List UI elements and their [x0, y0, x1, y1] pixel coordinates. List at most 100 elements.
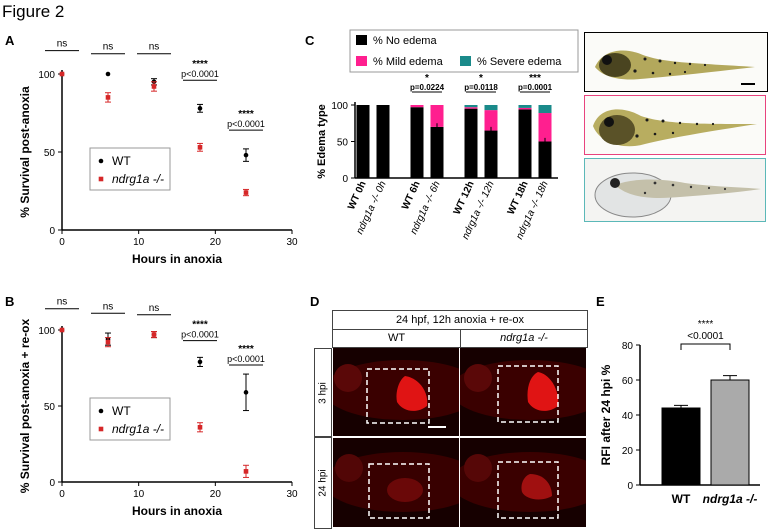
panel-d-row-3hpi-text: 3 hpi — [317, 381, 329, 404]
data-point-wt — [197, 106, 203, 111]
data-point-ndrg1a — [151, 332, 157, 337]
p-value-label: p=0.0224 — [410, 83, 445, 92]
y-tick-label: 60 — [622, 376, 634, 387]
significance-ns: ns — [57, 39, 68, 50]
legend-marker-wt — [98, 408, 104, 414]
data-point-wt — [243, 390, 249, 395]
legend-box — [89, 397, 171, 441]
x-tick-label: 0 — [59, 237, 65, 248]
y-tick-label: 100 — [38, 326, 55, 337]
panel-b-survival-reox-chart: 0 10 20 30 0 50 100 Hours in anoxia % Survival p… — [18, 297, 298, 518]
bar-segment — [410, 105, 424, 108]
legend-swatch — [460, 56, 471, 66]
significance-ns: ns — [149, 42, 160, 53]
p-value-label: p<0.0001 — [227, 354, 265, 364]
legend-swatch — [356, 35, 367, 45]
bar-segment — [464, 107, 478, 109]
significance-stars: **** — [238, 109, 254, 120]
bar-segment — [356, 105, 370, 178]
panel-d-column-wt: WT — [332, 329, 461, 348]
data-point-ndrg1a — [151, 84, 157, 89]
significance-stars: * — [479, 73, 483, 84]
panel-d-header: 24 hpf, 12h anoxia + re-ox — [332, 310, 588, 330]
bar-segment — [464, 105, 478, 108]
y-tick-label: 80 — [622, 341, 634, 352]
x-tick-label: 20 — [210, 489, 222, 500]
panel-label-b: B — [5, 294, 15, 309]
panel-label-d: D — [310, 294, 320, 309]
x-tick-label: 20 — [210, 237, 222, 248]
x-axis-title: Hours in anoxia — [132, 504, 222, 518]
legend-label-ndrg1a: ndrg1a -/- — [112, 422, 164, 436]
y-axis-title: RFI after 24 hpi % — [599, 364, 613, 465]
significance-stars: **** — [192, 59, 208, 70]
y-tick-label: 0 — [49, 478, 55, 489]
panel-d-column-ndrg1a: ndrg1a -/- — [460, 329, 588, 348]
significance-stars: * — [425, 73, 429, 84]
p-value-label: <0.0001 — [687, 331, 724, 342]
data-point-ndrg1a — [197, 145, 203, 150]
y-tick-label: 50 — [44, 402, 56, 413]
legend-label-ndrg1a: ndrg1a -/- — [112, 172, 164, 186]
x-tick-label: 10 — [133, 237, 145, 248]
significance-stars: **** — [192, 320, 208, 331]
zebrafish-no-edema-photo — [584, 32, 768, 92]
fluorescence-wt-24hpi — [333, 438, 459, 527]
category-label: WT — [672, 492, 691, 506]
data-point-wt — [105, 71, 111, 77]
p-value-label: p<0.0001 — [181, 69, 219, 79]
significance-stars: *** — [529, 73, 541, 84]
data-point-ndrg1a — [243, 469, 249, 474]
panel-d-row-label-3hpi: 3 hpi — [314, 348, 332, 437]
panel-label-e: E — [596, 294, 605, 309]
legend-label: % No edema — [373, 35, 437, 47]
p-value-label: p=0.0001 — [518, 83, 553, 92]
zebrafish-mild-edema-photo — [584, 95, 766, 155]
category-label: ndrg1a -/- — [703, 492, 758, 506]
y-axis-title: % Survival post-anoxia — [18, 86, 32, 218]
panel-d-row-24hpi-text: 24 hpi — [317, 469, 329, 497]
legend-label-wt: WT — [112, 404, 131, 418]
panel-a-survival-chart: 0 10 20 30 0 50 100 Hours in anoxia % Survival p… — [18, 39, 298, 266]
y-axis-title: % Edema type — [316, 104, 328, 179]
data-point-ndrg1a — [197, 424, 203, 430]
y-tick-label: 100 — [331, 101, 348, 112]
bar-segment — [518, 105, 532, 108]
significance-ns: ns — [103, 301, 114, 312]
panel-label-a: A — [5, 33, 15, 48]
x-tick-label: 30 — [286, 489, 298, 500]
y-tick-label: 0 — [342, 174, 348, 185]
y-tick-label: 50 — [44, 148, 56, 159]
significance-ns: ns — [149, 303, 160, 314]
bar-segment — [538, 105, 552, 114]
bar-segment — [430, 126, 444, 178]
figure-title: Figure 2 — [2, 2, 65, 21]
y-tick-label: 50 — [337, 138, 349, 149]
x-tick-label: 30 — [286, 237, 298, 248]
legend-box — [349, 29, 579, 73]
bar-segment — [430, 105, 444, 127]
y-axis-title: % Survival post-anoxia + re-ox — [18, 318, 32, 493]
legend-marker-wt — [98, 158, 104, 164]
y-tick-label: 0 — [627, 481, 633, 492]
fluorescence-ndrg1a-3hpi — [460, 348, 586, 436]
p-value-label: p<0.0001 — [181, 330, 219, 340]
data-point-wt — [197, 359, 203, 365]
bar-segment — [464, 108, 478, 178]
bar — [710, 379, 750, 486]
legend-marker-ndrg1a — [98, 176, 104, 182]
fluorescence-wt-3hpi — [333, 348, 459, 436]
bar — [661, 407, 701, 486]
legend-box — [89, 147, 171, 191]
p-value-label: p=0.0118 — [464, 83, 498, 92]
bar-segment — [410, 107, 424, 178]
bar-segment — [538, 113, 552, 142]
significance-ns: ns — [103, 42, 114, 53]
x-axis-title: Hours in anoxia — [132, 252, 222, 266]
data-point-ndrg1a — [243, 190, 249, 195]
x-tick-label: 0 — [59, 489, 65, 500]
data-point-ndrg1a — [59, 327, 65, 333]
bar-segment — [484, 110, 498, 131]
bar-segment — [484, 105, 498, 111]
legend-marker-ndrg1a — [98, 426, 104, 432]
